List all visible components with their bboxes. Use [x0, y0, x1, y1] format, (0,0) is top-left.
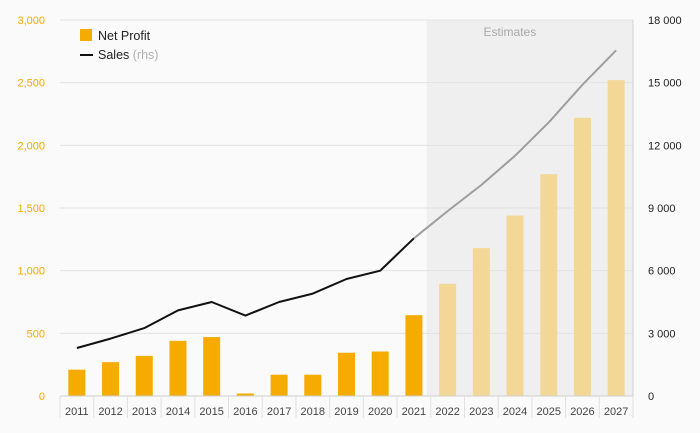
net-profit-bar — [439, 283, 457, 396]
x-tick-label: 2011 — [65, 406, 89, 418]
legend-sales-name: Sales — [98, 48, 129, 62]
y-left-tick-label: 1,500 — [17, 203, 45, 215]
y-left-tick-label: 0 — [39, 391, 45, 403]
x-tick-label: 2013 — [132, 406, 156, 418]
net-profit-bar — [371, 351, 389, 396]
y-right-tick-label: 0 — [648, 391, 654, 403]
sales-line-estimate — [413, 49, 617, 240]
y-left-tick-label: 2,000 — [17, 140, 45, 152]
legend: Net Profit Sales (rhs) — [80, 29, 158, 62]
x-tick-label: 2026 — [570, 406, 594, 418]
axes: 0 500 1,000 1,500 2,000 2,500 3,000 0 3 000 6 000… — [17, 15, 682, 418]
x-tick-label: 2027 — [604, 406, 628, 418]
x-tick-label: 2018 — [301, 406, 325, 418]
net-profit-bar — [405, 315, 423, 396]
net-profit-bar — [540, 174, 558, 396]
y-left-tick-label: 500 — [27, 328, 45, 340]
x-tick-label: 2022 — [435, 406, 459, 418]
x-tick-label: 2012 — [98, 406, 122, 418]
y-right-tick-label: 3 000 — [648, 328, 676, 340]
x-tick-label: 2025 — [536, 406, 560, 418]
net-profit-bar — [607, 80, 625, 396]
x-tick-label: 2014 — [166, 406, 190, 418]
net-profit-bar — [135, 355, 153, 396]
y-left-tick-label: 2,500 — [17, 78, 45, 90]
y-right-tick-label: 18 000 — [648, 15, 682, 27]
sales-line — [76, 49, 617, 349]
y-right-tick-label: 12 000 — [648, 140, 682, 152]
legend-swatch-net-profit — [80, 29, 92, 41]
y-right-tick-label: 9 000 — [648, 203, 676, 215]
x-tick-label: 2021 — [402, 406, 426, 418]
net-profit-bar — [304, 374, 322, 396]
net-profit-bar — [472, 248, 490, 396]
y-left-tick-label: 3,000 — [17, 15, 45, 27]
net-profit-bar — [270, 374, 288, 396]
estimates-label: Estimates — [484, 25, 537, 39]
gridlines — [60, 19, 633, 334]
x-tick-label: 2020 — [368, 406, 392, 418]
net-profit-bar — [102, 362, 120, 396]
y-right-tick-label: 15 000 — [648, 78, 682, 90]
sales-line-actual — [76, 237, 415, 349]
net-profit-bar — [506, 215, 524, 396]
y-right-tick-label: 6 000 — [648, 266, 676, 278]
net-profit-bar — [236, 393, 254, 396]
x-tick-label: 2016 — [233, 406, 257, 418]
legend-label-sales: Sales (rhs) — [98, 48, 158, 62]
net-profit-bar — [338, 352, 355, 396]
net-profit-bar — [169, 340, 187, 396]
x-tick-label: 2017 — [267, 406, 291, 418]
net-profit-bar — [203, 337, 221, 396]
y-left-tick-label: 1,000 — [17, 266, 45, 278]
x-tick-label: 2015 — [199, 406, 223, 418]
net-profit-bars — [68, 80, 625, 396]
x-tick-label: 2024 — [503, 406, 527, 418]
x-tick-label: 2019 — [334, 406, 358, 418]
x-tick-label: 2023 — [469, 406, 493, 418]
legend-label-net-profit: Net Profit — [98, 29, 151, 43]
legend-sales-suffix: (rhs) — [133, 48, 159, 62]
net-profit-bar — [573, 117, 591, 396]
net-profit-bar — [68, 369, 86, 396]
